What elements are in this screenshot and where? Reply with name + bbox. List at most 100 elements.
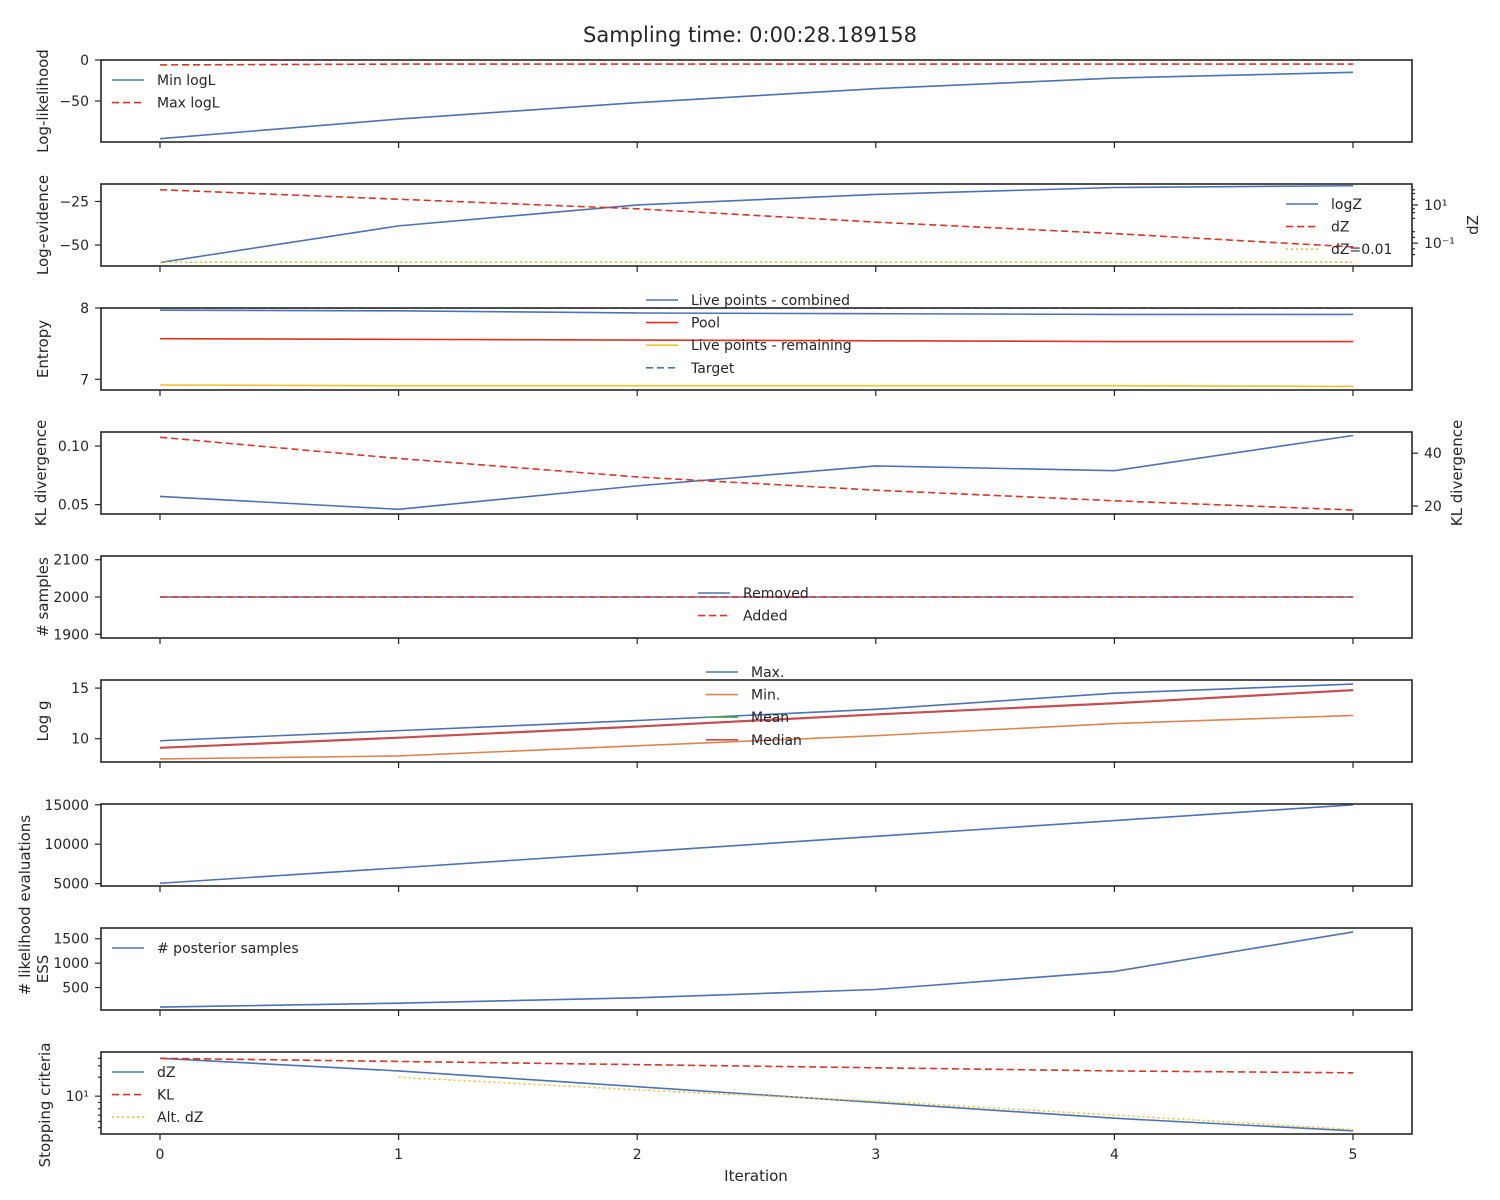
panel-4: 0.10 0.05 40 20 KL divergence KL divergence (32, 420, 1466, 526)
plot-frame (100, 679, 1413, 763)
series-line-live-points-remaining (159, 384, 1354, 388)
series-line-dz (159, 188, 1354, 248)
y2-tick-label: 20 (1424, 499, 1442, 515)
legend-label: dZ (1331, 220, 1349, 236)
legend-label: Mean (751, 710, 789, 726)
y-tick-label: 2100 (53, 553, 89, 569)
series-group (159, 63, 1354, 140)
plot-frame (100, 803, 1413, 887)
legend: # posterior samples (112, 941, 299, 957)
plot-frame (100, 927, 1413, 1011)
legend-label: KL (157, 1088, 174, 1104)
series-line-series-2 (159, 436, 1354, 511)
series-line-pool (159, 337, 1353, 343)
y-axis-label: Stopping criteria (36, 1043, 54, 1168)
series-group (159, 683, 1354, 760)
series-line-min-logl (159, 71, 1354, 140)
panels: 0 −50 Log-likelihood Min logL Max logL −25 −50… (16, 49, 1482, 1185)
series-group (159, 308, 1354, 388)
y-axis-label: Log-evidence (34, 175, 52, 275)
y-axis-label: Entropy (34, 320, 52, 378)
legend-label: Median (751, 733, 802, 749)
x-axis-label: Iteration (724, 1167, 788, 1185)
legend-label: Added (743, 609, 788, 625)
y-tick-label: 1500 (53, 932, 89, 948)
series-line-series-1 (159, 434, 1354, 511)
series-group (159, 804, 1354, 885)
legend-label: Min. (751, 688, 780, 704)
legend-label: Live points - remaining (691, 338, 852, 354)
y-axis-label: KL divergence (32, 420, 50, 526)
y-tick-label: 15000 (44, 798, 89, 814)
panel-2: −25 −50 10¹ 10⁻¹ Log-evidence dZ logZ dZ dZ=0.01 (34, 175, 1482, 275)
legend: Live points - combined Pool Live points - … (646, 293, 852, 377)
legend-label: dZ (157, 1065, 175, 1081)
series-line-dz (159, 1057, 1354, 1132)
panel-1: 0 −50 Log-likelihood Min logL Max logL (34, 49, 1413, 153)
y-tick-label: 2000 (53, 590, 89, 606)
x-tick-label: 4 (1110, 1147, 1119, 1163)
y-tick-label: 10 (71, 732, 89, 748)
legend-label: Max. (751, 665, 784, 681)
x-tick-label: 5 (1349, 1147, 1358, 1163)
figure-title: Sampling time: 0:00:28.189158 (583, 23, 917, 47)
series-group (159, 184, 1354, 264)
y2-tick-label: 40 (1424, 446, 1442, 462)
x-tick-label: 2 (633, 1147, 642, 1163)
legend-label: Max logL (157, 96, 220, 112)
y-axis-label: Log g (34, 700, 52, 741)
series-line-series-1 (159, 804, 1354, 885)
plot-frame (100, 183, 1413, 267)
y-tick-label: 10000 (44, 837, 89, 853)
legend: Max. Min. Mean Median (706, 665, 802, 749)
series-line-min (159, 714, 1354, 760)
series-line-max-logl (159, 63, 1353, 66)
y-tick-label: 0.05 (58, 498, 89, 514)
series-line-posterior-samples (159, 931, 1354, 1008)
x-tick-label: 0 (156, 1147, 165, 1163)
legend-label: Removed (743, 586, 809, 602)
y-tick-label: 500 (62, 981, 89, 997)
legend-label: # posterior samples (157, 941, 299, 957)
plot-frame (100, 431, 1413, 515)
y2-tick-label: 10⁻¹ (1424, 236, 1455, 252)
legend-label: Live points - combined (691, 293, 850, 309)
plot-frame (100, 307, 1413, 391)
panel-8: 1500 1000 500 ESS # posterior samples (34, 927, 1413, 1016)
y-tick-label: 0.10 (58, 439, 89, 455)
panel-5: 2100 2000 1900# samples Removed Added (34, 553, 1413, 644)
legend: logZ dZ dZ=0.01 (1286, 197, 1392, 258)
legend: Min logL Max logL (112, 73, 220, 112)
y-tick-label: 8 (80, 301, 89, 317)
y-axis-label: # likelihood evaluations (16, 815, 34, 995)
legend-label: logZ (1331, 197, 1362, 213)
y-tick-label: −25 (59, 194, 89, 210)
y-tick-label: −50 (59, 238, 89, 254)
y2-axis-label: KL divergence (1448, 420, 1466, 526)
y-tick-label: 15 (71, 681, 89, 697)
y-tick-label: 1900 (53, 627, 89, 643)
y-axis-label: # samples (34, 557, 52, 637)
y-axis-label: Log-likelihood (34, 49, 52, 153)
plot-frame (100, 555, 1413, 639)
series-group (159, 434, 1354, 511)
series-group (159, 1057, 1354, 1132)
x-tick-label: 1 (394, 1147, 403, 1163)
x-tick-label: 3 (871, 1147, 880, 1163)
legend: dZ KL Alt. dZ (112, 1065, 203, 1126)
y-tick-label: 10¹ (66, 1089, 89, 1105)
y-tick-label: −50 (59, 94, 89, 110)
y2-axis-label: dZ (1464, 215, 1482, 235)
series-line-median (159, 689, 1354, 749)
legend-label: Min logL (157, 73, 216, 89)
y-axis-label: ESS (34, 955, 52, 984)
series-line-live-points-combined (159, 309, 1353, 316)
series-line-logz (159, 184, 1354, 264)
legend: Removed Added (698, 586, 809, 625)
y-tick-label: 1000 (53, 956, 89, 972)
plot-frame (100, 1051, 1413, 1135)
plot-frame (100, 59, 1413, 143)
legend-label: Target (690, 361, 735, 377)
